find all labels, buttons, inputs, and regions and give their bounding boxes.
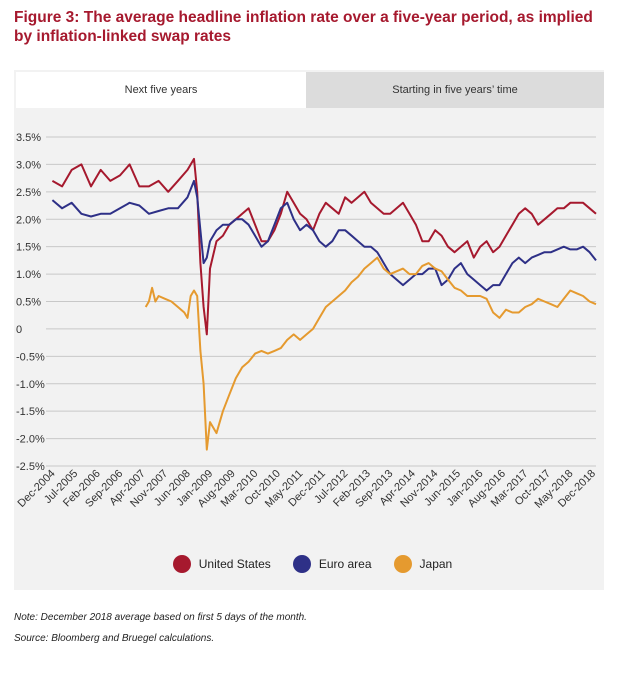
tab-next-five-years[interactable]: Next five years xyxy=(16,72,306,108)
legend-swatch-euro xyxy=(292,555,311,573)
y-tick-label: 0 xyxy=(16,324,22,336)
y-tick-label: 3.5% xyxy=(16,132,41,144)
y-tick-label: -1.0% xyxy=(16,379,45,391)
tab-starting-in-five-years[interactable]: Starting in five years’ time xyxy=(306,72,604,108)
y-axis-ticks: 3.5% 3.0% 2.5% 2.0% 1.5% 1.0% 0.5% 0 -0.5% -1.0% -… xyxy=(16,132,45,473)
legend-item-japan: Japan xyxy=(393,555,453,573)
legend-swatch-japan xyxy=(393,555,412,573)
y-tick-label: 2.0% xyxy=(16,214,41,226)
grid-lines xyxy=(46,136,596,467)
y-tick-label: 2.5% xyxy=(16,187,41,199)
figure-title: Figure 3: The average headline inflation… xyxy=(14,9,593,45)
legend-label-us: United States xyxy=(198,557,271,571)
y-tick-label: 3.0% xyxy=(16,159,41,171)
legend: United States Euro area Japan xyxy=(0,555,625,573)
legend-label-euro: Euro area xyxy=(318,557,372,571)
y-tick-label: 0.5% xyxy=(16,297,41,309)
chart-note: Note: December 2018 average based on fir… xyxy=(14,612,307,623)
series-line-japan xyxy=(144,256,597,451)
series-line-euro xyxy=(51,179,597,292)
y-tick-label: -2.0% xyxy=(16,434,45,446)
legend-item-us: United States xyxy=(172,555,271,573)
legend-swatch-us xyxy=(172,555,191,573)
y-tick-label: -2.5% xyxy=(16,461,45,473)
legend-item-euro: Euro area xyxy=(292,555,372,573)
chart-source: Source: Bloomberg and Bruegel calculatio… xyxy=(14,633,215,644)
y-tick-label: 1.0% xyxy=(16,269,41,281)
y-tick-label: 1.5% xyxy=(16,242,41,254)
x-axis-ticks: Dec-2004Jul-2005Feb-2006Sep-2006Apr-2007… xyxy=(16,468,599,511)
series-lines xyxy=(51,157,597,451)
chart-panel xyxy=(14,70,604,590)
y-tick-label: -0.5% xyxy=(16,351,45,363)
series-line-us xyxy=(51,157,597,336)
legend-label-japan: Japan xyxy=(419,557,453,571)
y-tick-label: -1.5% xyxy=(16,406,45,418)
